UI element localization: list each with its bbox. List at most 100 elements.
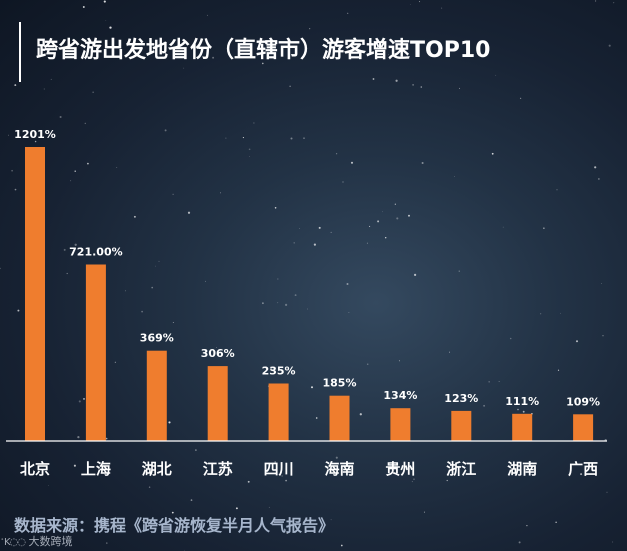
star: [294, 294, 297, 297]
star: [84, 122, 87, 125]
star: [17, 309, 20, 312]
star: [268, 506, 270, 508]
star: [608, 44, 611, 47]
star: [48, 485, 49, 486]
star: [509, 337, 512, 340]
star: [253, 122, 255, 124]
star: [172, 322, 174, 324]
star: [290, 137, 293, 140]
star: [394, 203, 396, 205]
star: [73, 464, 76, 467]
star: [540, 313, 542, 315]
value-label: 721.00%: [69, 246, 122, 259]
star: [205, 280, 206, 282]
star: [412, 83, 415, 86]
star: [109, 26, 112, 29]
star: [150, 522, 152, 524]
star: [0, 267, 1, 270]
star: [77, 435, 80, 439]
star: [454, 175, 455, 177]
star: [190, 499, 193, 501]
star: [116, 167, 118, 168]
star: [195, 449, 197, 451]
star: [1, 538, 4, 540]
star: [342, 181, 344, 183]
star: [526, 524, 528, 527]
star: [164, 129, 167, 132]
star: [498, 381, 500, 382]
star: [106, 542, 108, 544]
category-label: 上海: [81, 460, 111, 478]
star: [59, 115, 62, 119]
star: [172, 193, 174, 195]
star: [166, 526, 168, 528]
bar-北京: [25, 147, 45, 441]
star: [11, 169, 13, 172]
star: [313, 243, 316, 246]
star: [261, 62, 264, 65]
star: [66, 272, 68, 275]
star: [491, 152, 494, 155]
star: [168, 421, 171, 424]
star: [216, 347, 217, 348]
star: [171, 511, 174, 514]
star: [488, 381, 490, 383]
category-label: 海南: [324, 460, 354, 478]
star: [366, 363, 369, 365]
star: [247, 480, 250, 483]
star: [277, 302, 279, 304]
star: [388, 54, 389, 56]
category-label: 浙江: [446, 460, 476, 478]
value-label: 134%: [383, 389, 417, 402]
star: [421, 161, 424, 165]
star: [519, 97, 522, 99]
category-label: 北京: [20, 460, 50, 478]
bar-浙江: [451, 410, 472, 441]
star: [50, 78, 52, 80]
watermark-logo-icon: K◌◌: [4, 537, 26, 548]
value-label: 111%: [505, 395, 539, 408]
star: [187, 211, 191, 214]
star: [594, 166, 597, 169]
star: [613, 2, 615, 4]
star: [78, 400, 81, 403]
star: [7, 134, 9, 136]
star: [248, 148, 251, 151]
star: [87, 162, 89, 165]
star: [419, 1, 421, 3]
star: [158, 260, 160, 262]
star: [114, 361, 116, 363]
star: [274, 40, 278, 43]
category-label: 四川: [264, 460, 294, 478]
star: [359, 413, 362, 416]
star: [495, 74, 497, 76]
star: [543, 227, 545, 229]
star: [483, 404, 486, 407]
star: [14, 188, 17, 191]
value-label: 235%: [262, 365, 296, 378]
star: [372, 78, 375, 80]
star: [441, 7, 443, 9]
bar-group: [25, 147, 594, 441]
star: [598, 178, 600, 180]
star: [70, 180, 72, 182]
bar-海南: [329, 395, 350, 441]
bar-四川: [268, 383, 289, 441]
star: [396, 217, 399, 220]
star: [448, 351, 451, 353]
star: [289, 85, 291, 88]
star: [206, 14, 208, 16]
star: [555, 521, 557, 523]
star: [606, 491, 608, 493]
star: [408, 214, 410, 217]
star: [74, 170, 76, 172]
star: [340, 544, 343, 547]
title-accent-bar: [19, 22, 21, 82]
value-label: 123%: [444, 392, 478, 405]
star: [612, 541, 614, 543]
star: [83, 398, 85, 400]
star: [151, 286, 154, 289]
star: [82, 6, 85, 8]
bar-江苏: [207, 366, 228, 441]
